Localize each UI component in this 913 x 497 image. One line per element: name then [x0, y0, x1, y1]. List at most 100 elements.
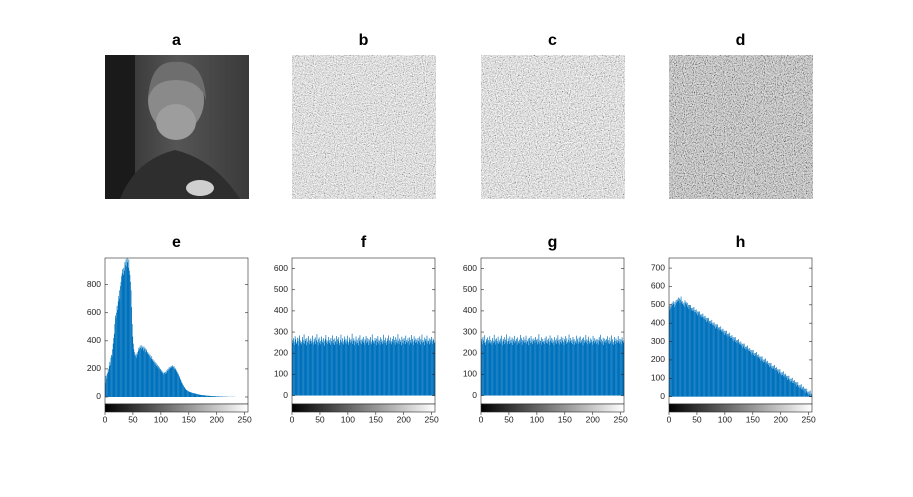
- bar: [737, 342, 739, 397]
- bar: [791, 381, 793, 397]
- y-tick-label: 100: [274, 369, 288, 379]
- bar: [611, 335, 612, 396]
- bar: [343, 344, 345, 396]
- bar: [395, 342, 397, 396]
- bar: [390, 341, 392, 396]
- bar: [167, 368, 169, 397]
- bar: [297, 340, 299, 396]
- bar: [205, 395, 207, 397]
- bar: [502, 339, 504, 396]
- bar: [141, 346, 143, 397]
- bar: [122, 269, 124, 397]
- bar: [509, 336, 511, 396]
- bar: [215, 396, 216, 397]
- bar: [608, 340, 610, 396]
- bar: [482, 344, 483, 396]
- bar: [531, 339, 533, 396]
- bar: [322, 343, 324, 396]
- bar: [710, 320, 712, 397]
- bar: [738, 344, 740, 397]
- bar: [551, 337, 553, 396]
- bar: [374, 343, 375, 396]
- bar: [179, 378, 181, 397]
- bar: [594, 341, 596, 396]
- bar: [684, 306, 685, 397]
- bar: [424, 337, 426, 396]
- bar: [508, 341, 510, 396]
- bar: [400, 340, 402, 396]
- bar: [202, 395, 204, 397]
- bar: [752, 352, 753, 397]
- chart-title: f: [361, 234, 367, 251]
- bar: [603, 338, 605, 396]
- bar: [503, 337, 505, 396]
- bar: [107, 368, 109, 397]
- bar: [188, 391, 189, 397]
- bar: [335, 341, 336, 396]
- bar: [810, 393, 812, 397]
- bar: [560, 336, 562, 396]
- bar: [544, 344, 545, 396]
- bar: [492, 340, 494, 396]
- bar: [743, 346, 745, 397]
- bar: [694, 311, 695, 397]
- bar: [174, 368, 176, 397]
- bar: [496, 338, 497, 396]
- bar: [695, 312, 696, 397]
- bar: [419, 344, 421, 396]
- y-tick-label: 700: [651, 262, 665, 272]
- y-tick-label: 600: [87, 307, 101, 317]
- bar: [301, 344, 303, 396]
- bar: [414, 342, 416, 396]
- bar: [499, 342, 501, 396]
- bar: [599, 340, 601, 396]
- bar: [380, 337, 381, 396]
- bar: [749, 347, 751, 397]
- bar: [164, 372, 165, 397]
- bar: [298, 338, 300, 396]
- bar: [126, 258, 128, 397]
- bar: [501, 335, 502, 396]
- bar: [765, 358, 766, 397]
- bar: [151, 356, 153, 397]
- bar: [617, 336, 619, 396]
- bar: [357, 345, 359, 396]
- bar: [194, 393, 196, 397]
- bar: [807, 391, 809, 397]
- bar: [419, 336, 421, 396]
- bar: [758, 354, 760, 397]
- bar: [110, 364, 111, 397]
- bar: [151, 360, 153, 397]
- bar: [785, 373, 786, 397]
- bar: [596, 343, 597, 396]
- bar: [163, 374, 164, 397]
- bar: [700, 314, 701, 397]
- bar: [771, 367, 772, 397]
- bar: [154, 363, 155, 397]
- bar: [595, 340, 597, 396]
- bar: [315, 344, 317, 396]
- bar: [678, 300, 680, 397]
- bar: [177, 373, 179, 397]
- bar: [389, 340, 390, 396]
- bar: [791, 377, 793, 397]
- bar: [746, 349, 748, 397]
- bar: [685, 303, 686, 397]
- bar: [552, 339, 554, 396]
- bar: [613, 336, 615, 396]
- bar: [559, 344, 560, 396]
- bar: [433, 343, 435, 396]
- bar: [601, 339, 602, 396]
- bar: [324, 338, 326, 396]
- bar: [133, 349, 135, 397]
- bar: [209, 395, 211, 397]
- bar: [157, 367, 159, 397]
- bar: [183, 387, 185, 397]
- bar: [805, 391, 807, 397]
- bar: [613, 344, 615, 396]
- bar: [397, 343, 398, 396]
- bar: [735, 341, 737, 397]
- bar: [121, 273, 123, 397]
- bar: [417, 343, 418, 396]
- bar: [327, 341, 329, 396]
